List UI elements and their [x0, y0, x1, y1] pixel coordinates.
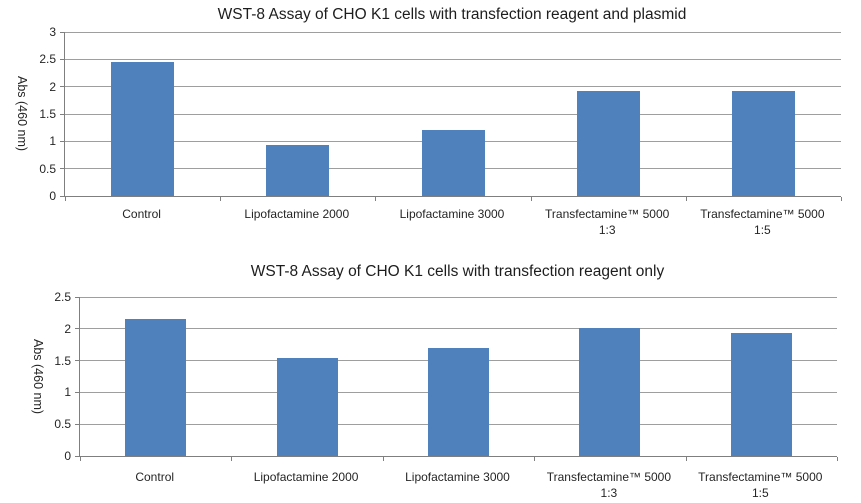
y-axis-tick [60, 113, 64, 115]
y-tick-label: 0 [64, 449, 71, 463]
x-axis-tick [533, 457, 535, 461]
y-tick-label: 0 [49, 189, 56, 203]
x-axis-tick [685, 457, 687, 461]
y-axis-tick [60, 168, 64, 170]
y-axis-title: Abs (460 nm) [31, 338, 45, 415]
plot-area [75, 296, 838, 461]
x-category-label-line: Transfectamine™ 5000 [546, 470, 672, 484]
gridline [80, 296, 837, 298]
x-axis-tick [374, 197, 376, 201]
gridline [80, 328, 837, 330]
gridline [65, 58, 841, 60]
y-tick-label: 1 [49, 134, 56, 149]
x-category-label: Control [69, 469, 240, 485]
y-axis-tick [60, 86, 64, 88]
x-category-label: Transfectamine™ 5000 1:3 [520, 206, 695, 238]
bar [276, 358, 338, 456]
y-axis-tick [60, 58, 64, 60]
y-tick-label: 0.5 [54, 417, 71, 432]
y-axis-tick [60, 31, 64, 33]
y-axis-tick [75, 455, 79, 457]
x-category-label-line: Lipofactamine 3000 [399, 207, 505, 221]
y-axis-tick [75, 423, 79, 425]
y-tick-label: 2 [64, 321, 71, 336]
bar [579, 327, 641, 456]
bar [111, 62, 175, 196]
x-axis-tick [230, 457, 232, 461]
y-tick-label: 2.5 [39, 52, 56, 67]
x-axis-tick [840, 197, 842, 201]
chart-reagent-only: WST-8 Assay of CHO K1 cells with transfe… [0, 253, 861, 503]
x-axis-tick [79, 457, 81, 461]
x-category-label-line: Lipofactamine 3000 [405, 470, 510, 484]
x-axis-tick [685, 197, 687, 201]
x-category-label: Lipofactamine 2000 [209, 206, 384, 222]
y-axis-tick [75, 328, 79, 330]
x-category-label-line: 1:3 [598, 223, 616, 237]
x-category-label-line: Lipofactamine 2000 [244, 207, 350, 221]
gridline [65, 86, 841, 88]
x-category-label-line: 1:5 [754, 223, 771, 237]
gridline [65, 31, 841, 33]
x-category-label: Transfectamine™ 5000 1:3 [523, 469, 694, 501]
x-category-label: Lipofactamine 3000 [372, 469, 543, 485]
x-axis-tick [530, 197, 532, 201]
y-tick-label: 3 [49, 25, 56, 39]
x-category-label-line: Transfectamine™ 5000 [545, 207, 670, 221]
y-tick-label: 1 [64, 385, 71, 400]
x-category-label-line: Lipofactamine 2000 [253, 470, 359, 484]
bar [428, 347, 489, 456]
x-axis-tick [382, 457, 384, 461]
x-category-label-line: Control [122, 207, 161, 221]
x-axis-tick [219, 197, 221, 201]
bar [576, 91, 640, 196]
y-tick-label: 2.5 [54, 290, 71, 304]
x-axis-tick [836, 457, 838, 461]
y-tick-label: 1.5 [54, 353, 71, 368]
x-category-label-line: Transfectamine™ 5000 [700, 207, 825, 221]
bar [266, 145, 330, 196]
x-category-label: Control [54, 206, 229, 222]
bar [731, 91, 795, 196]
y-tick-label: 1.5 [39, 107, 56, 121]
x-category-label-line: Transfectamine™ 5000 [698, 470, 823, 484]
x-category-label-line: 1:3 [600, 486, 618, 500]
y-tick-label: 2 [49, 79, 56, 94]
y-axis-tick [60, 140, 64, 142]
x-category-label-line: 1:5 [751, 486, 769, 500]
chart-title: WST-8 Assay of CHO K1 cells with transfe… [217, 6, 687, 23]
x-category-label: Lipofactamine 2000 [220, 469, 391, 485]
x-category-label: Lipofactamine 3000 [364, 206, 539, 222]
y-axis-tick [75, 296, 79, 298]
bar [125, 319, 187, 456]
x-category-label: Transfectamine™ 5000 1:5 [675, 206, 850, 238]
chart-reagent-and-plasmid: WST-8 Assay of CHO K1 cells with transfe… [15, 6, 850, 238]
y-axis-tick [60, 195, 64, 197]
plot-area [60, 31, 842, 201]
x-category-label: Transfectamine™ 5000 1:5 [675, 469, 846, 501]
chart-title: WST-8 Assay of CHO K1 cells with transfe… [250, 263, 665, 280]
x-axis-tick [64, 197, 66, 201]
y-axis-title: Abs (460 nm) [15, 76, 29, 152]
y-tick-label: 0.5 [39, 161, 56, 176]
y-axis-tick [75, 391, 79, 393]
y-axis-tick [75, 360, 79, 362]
x-category-label-line: Control [135, 470, 175, 484]
gridline [65, 113, 841, 115]
bar [421, 129, 485, 196]
bar [730, 333, 792, 456]
